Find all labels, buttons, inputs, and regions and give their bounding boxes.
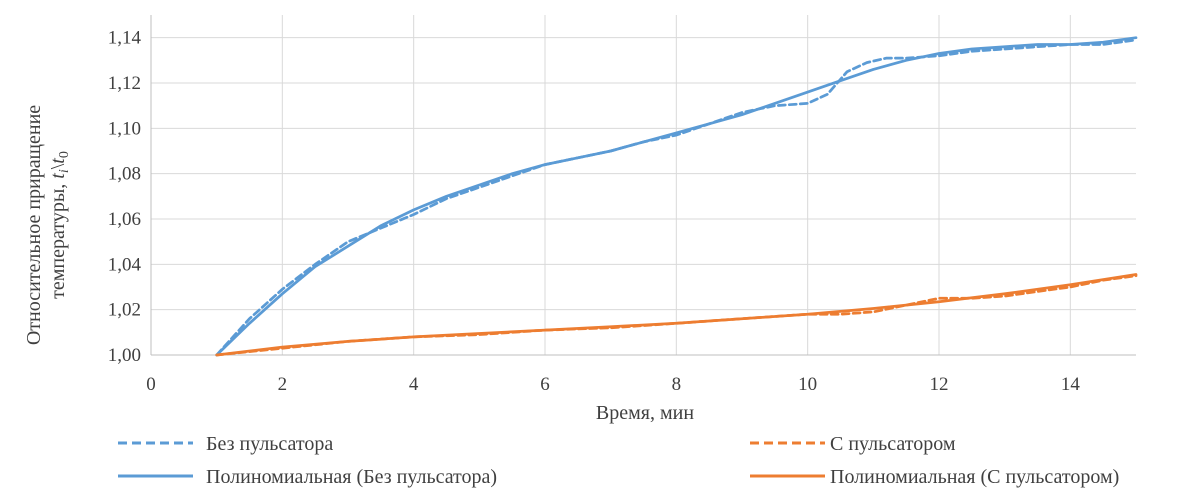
x-tick-label: 4 [409, 374, 419, 395]
x-tick-label: 10 [798, 374, 817, 395]
y-tick-label: 1,08 [108, 164, 141, 185]
y-tick-label: 1,12 [108, 73, 141, 94]
x-tick-label: 0 [146, 374, 156, 395]
legend-label: Полиномиальная (С пульсатором) [830, 466, 1119, 488]
x-tick-label: 14 [1061, 374, 1081, 395]
axes [150, 15, 1136, 356]
grid [151, 15, 1136, 355]
y-axis-title-line2: температуры, ti\t0 [47, 151, 72, 299]
legend-label: Полиномиальная (Без пульсатора) [206, 466, 497, 488]
y-tick-label: 1,02 [108, 300, 141, 321]
legend-label: Без пульсатора [206, 433, 333, 455]
y-tick-label: 1,10 [108, 118, 141, 139]
y-tick-label: 1,06 [108, 209, 141, 230]
y-axis-title: Относительное приращение температуры, ti… [23, 105, 72, 345]
x-tick-label: 12 [930, 374, 949, 395]
x-tick-label: 2 [278, 374, 288, 395]
legend-label: С пульсатором [830, 433, 956, 455]
y-axis-title-line1: Относительное приращение [23, 105, 45, 345]
legend: Без пульсатора С пульсатором Полиномиальна… [118, 433, 1119, 488]
tick-labels: 0 2 4 6 8 10 12 14 1,00 1,02 1,04 1,06 1,08 1,10 1,12 1… [108, 28, 1081, 395]
y-tick-label: 1,00 [108, 345, 141, 366]
x-tick-label: 8 [672, 374, 682, 395]
series-line [215, 274, 1138, 357]
series-line [215, 38, 1138, 357]
x-tick-label: 6 [540, 374, 550, 395]
y-tick-label: 1,04 [108, 254, 142, 275]
y-tick-label: 1,14 [108, 28, 142, 49]
x-axis-title: Время, мин [596, 402, 694, 424]
plot-area [215, 36, 1138, 357]
